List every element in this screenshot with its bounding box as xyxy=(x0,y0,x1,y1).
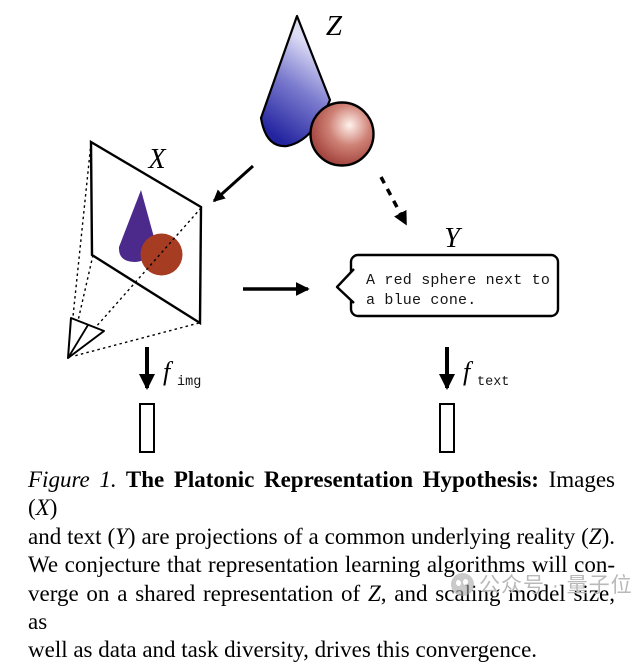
figure-diagram: Z X Y A red sphere next to a blue cone. … xyxy=(67,10,560,453)
arrow-z-to-y-dashed xyxy=(379,176,408,226)
bubble-text-line2: a blue cone. xyxy=(366,292,476,309)
caption-text: ) are projections of a common underlying… xyxy=(127,523,589,549)
caption-title: The Platonic Representation Hypothesis: xyxy=(116,467,539,492)
label-f-text: f xyxy=(463,357,474,386)
caption-text: Images ( xyxy=(28,467,616,521)
figure-number: Figure 1. xyxy=(28,467,117,492)
caption-text: ). xyxy=(601,523,616,549)
wechat-icon xyxy=(451,572,474,596)
math-x: X xyxy=(35,495,50,521)
caption-line: verge on a shared representation of Z, a… xyxy=(28,580,615,637)
bubble-text-line1: A red sphere next to xyxy=(366,272,550,289)
label-f-text-subscript: text xyxy=(477,375,509,390)
reality-red-sphere xyxy=(309,101,375,167)
camera-apex-edge xyxy=(67,324,89,359)
figure-caption: Figure 1. The Platonic Representation Hy… xyxy=(28,466,615,665)
label-f-img-subscript: img xyxy=(177,375,201,390)
label-f-img: f xyxy=(163,357,174,386)
caption-text: well as data and task diversity, drives … xyxy=(28,637,538,663)
caption-text: verge on a shared representation of xyxy=(28,580,368,606)
watermark-text: 公众号 · 量子位 xyxy=(479,574,633,597)
speech-bubble-tail xyxy=(335,268,355,304)
caption-line: Figure 1. The Platonic Representation Hy… xyxy=(28,466,615,523)
caption-text: We conjecture that representation learni… xyxy=(28,552,615,578)
image-embedding-vector xyxy=(139,403,155,453)
camera-apex xyxy=(67,317,105,359)
caption-line: well as data and task diversity, drives … xyxy=(28,636,615,664)
math-y: Y xyxy=(115,523,128,549)
label-z: Z xyxy=(326,10,343,42)
watermark: 公众号 · 量子位 xyxy=(451,571,633,597)
caption-line: and text (Y) are projections of a common… xyxy=(28,523,615,551)
label-x: X xyxy=(147,144,166,175)
arrow-z-to-x xyxy=(212,164,255,203)
caption-text: ) xyxy=(49,495,58,521)
math-z: Z xyxy=(588,523,602,549)
caption-line: We conjecture that representation learni… xyxy=(28,551,615,579)
math-z: Z xyxy=(367,580,381,606)
text-embedding-vector xyxy=(439,403,455,453)
label-y: Y xyxy=(444,223,463,254)
caption-text: and text ( xyxy=(28,523,116,549)
